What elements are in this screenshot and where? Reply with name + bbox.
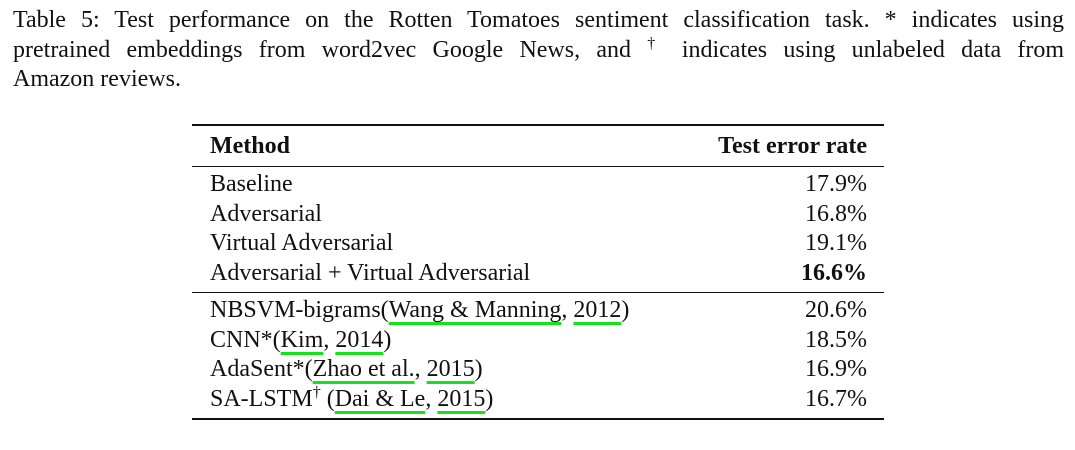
table-row: CNN*(Kim, 2014) 18.5% — [192, 326, 884, 356]
table-top-rule — [192, 124, 884, 126]
caption-line-1: Table 5: Test performance on the Rotten … — [13, 7, 1064, 33]
header-method: Method — [210, 133, 290, 159]
dagger-symbol: † — [647, 34, 666, 52]
table-row: SA-LSTM† (Dai & Le, 2015) 16.7% — [192, 383, 884, 415]
method-cell: Virtual Adversarial — [210, 230, 394, 257]
table-row: Baseline 17.9% — [192, 170, 884, 200]
citation-close: ) — [383, 326, 392, 353]
best-value-cell: 16.6% — [801, 259, 867, 286]
citation-link-year[interactable]: 2015 — [426, 356, 475, 383]
table-row: Virtual Adversarial 19.1% — [192, 229, 884, 259]
table-row: AdaSent*(Zhao et al., 2015) 16.9% — [192, 355, 884, 385]
method-cell: Baseline — [210, 171, 293, 198]
group-separator-rule — [192, 292, 884, 294]
method-cell: Adversarial — [210, 200, 322, 227]
citation-link-authors[interactable]: Dai & Le — [334, 385, 426, 412]
baselines-group: NBSVM-bigrams(Wang & Manning, 2012) 20.6… — [192, 293, 884, 418]
method-cell: SA-LSTM† (Dai & Le, 2015) — [210, 383, 494, 415]
table-caption: Table 5: Test performance on the Rotten … — [13, 6, 1064, 95]
table-header-row: Method Test error rate — [192, 126, 884, 166]
citation-close: ) — [621, 297, 630, 324]
citation-link-authors[interactable]: Wang & Manning — [388, 297, 562, 324]
citation-link-year[interactable]: 2012 — [573, 297, 622, 324]
citation-close: ) — [474, 356, 483, 383]
header-test-error-rate: Test error rate — [718, 133, 867, 159]
value-cell: 16.7% — [805, 385, 867, 412]
method-cell: AdaSent*(Zhao et al., 2015) — [210, 355, 483, 385]
value-cell: 18.5% — [805, 326, 867, 353]
value-cell: 20.6% — [805, 297, 867, 324]
citation-link-authors[interactable]: Zhao et al. — [312, 356, 415, 383]
our-methods-group: Baseline 17.9% Adversarial 16.8% Virtual… — [192, 167, 884, 292]
caption-line-2: pretrained embeddings from word2vec Goog… — [13, 34, 1065, 66]
value-cell: 16.9% — [805, 356, 867, 383]
method-name: CNN*( — [210, 326, 281, 353]
citation-close: ) — [485, 385, 494, 412]
table-row: Adversarial 16.8% — [192, 200, 884, 230]
header-rule — [192, 166, 884, 168]
citation-separator: , — [425, 385, 438, 412]
method-cell: Adversarial + Virtual Adversarial — [210, 259, 531, 286]
dagger-symbol: † — [312, 383, 321, 401]
caption-line-3: Amazon reviews. — [13, 66, 181, 92]
table-row: NBSVM-bigrams(Wang & Manning, 2012) 20.6… — [192, 296, 884, 326]
method-name: NBSVM-bigrams( — [210, 297, 389, 324]
citation-open: ( — [320, 385, 335, 412]
citation-link-year[interactable]: 2014 — [335, 326, 384, 353]
citation-link-authors[interactable]: Kim — [280, 326, 324, 353]
method-cell: CNN*(Kim, 2014) — [210, 326, 391, 356]
caption-line-2-end: indicates using unlabeled data from — [681, 36, 1065, 63]
caption-line-2-start: pretrained embeddings from word2vec Goog… — [13, 36, 632, 63]
value-cell: 16.8% — [805, 200, 867, 227]
citation-separator: , — [561, 297, 574, 324]
citation-separator: , — [414, 356, 427, 383]
value-cell: 17.9% — [805, 171, 867, 198]
table-row: Adversarial + Virtual Adversarial 16.6% — [192, 259, 884, 289]
method-cell: NBSVM-bigrams(Wang & Manning, 2012) — [210, 296, 629, 326]
method-name: SA-LSTM — [210, 385, 313, 412]
results-table: Method Test error rate Baseline 17.9% Ad… — [192, 124, 884, 421]
citation-separator: , — [323, 326, 336, 353]
table-bottom-rule — [192, 418, 884, 421]
method-name: AdaSent*( — [210, 356, 313, 383]
citation-link-year[interactable]: 2015 — [437, 385, 486, 412]
value-cell: 19.1% — [805, 230, 867, 257]
